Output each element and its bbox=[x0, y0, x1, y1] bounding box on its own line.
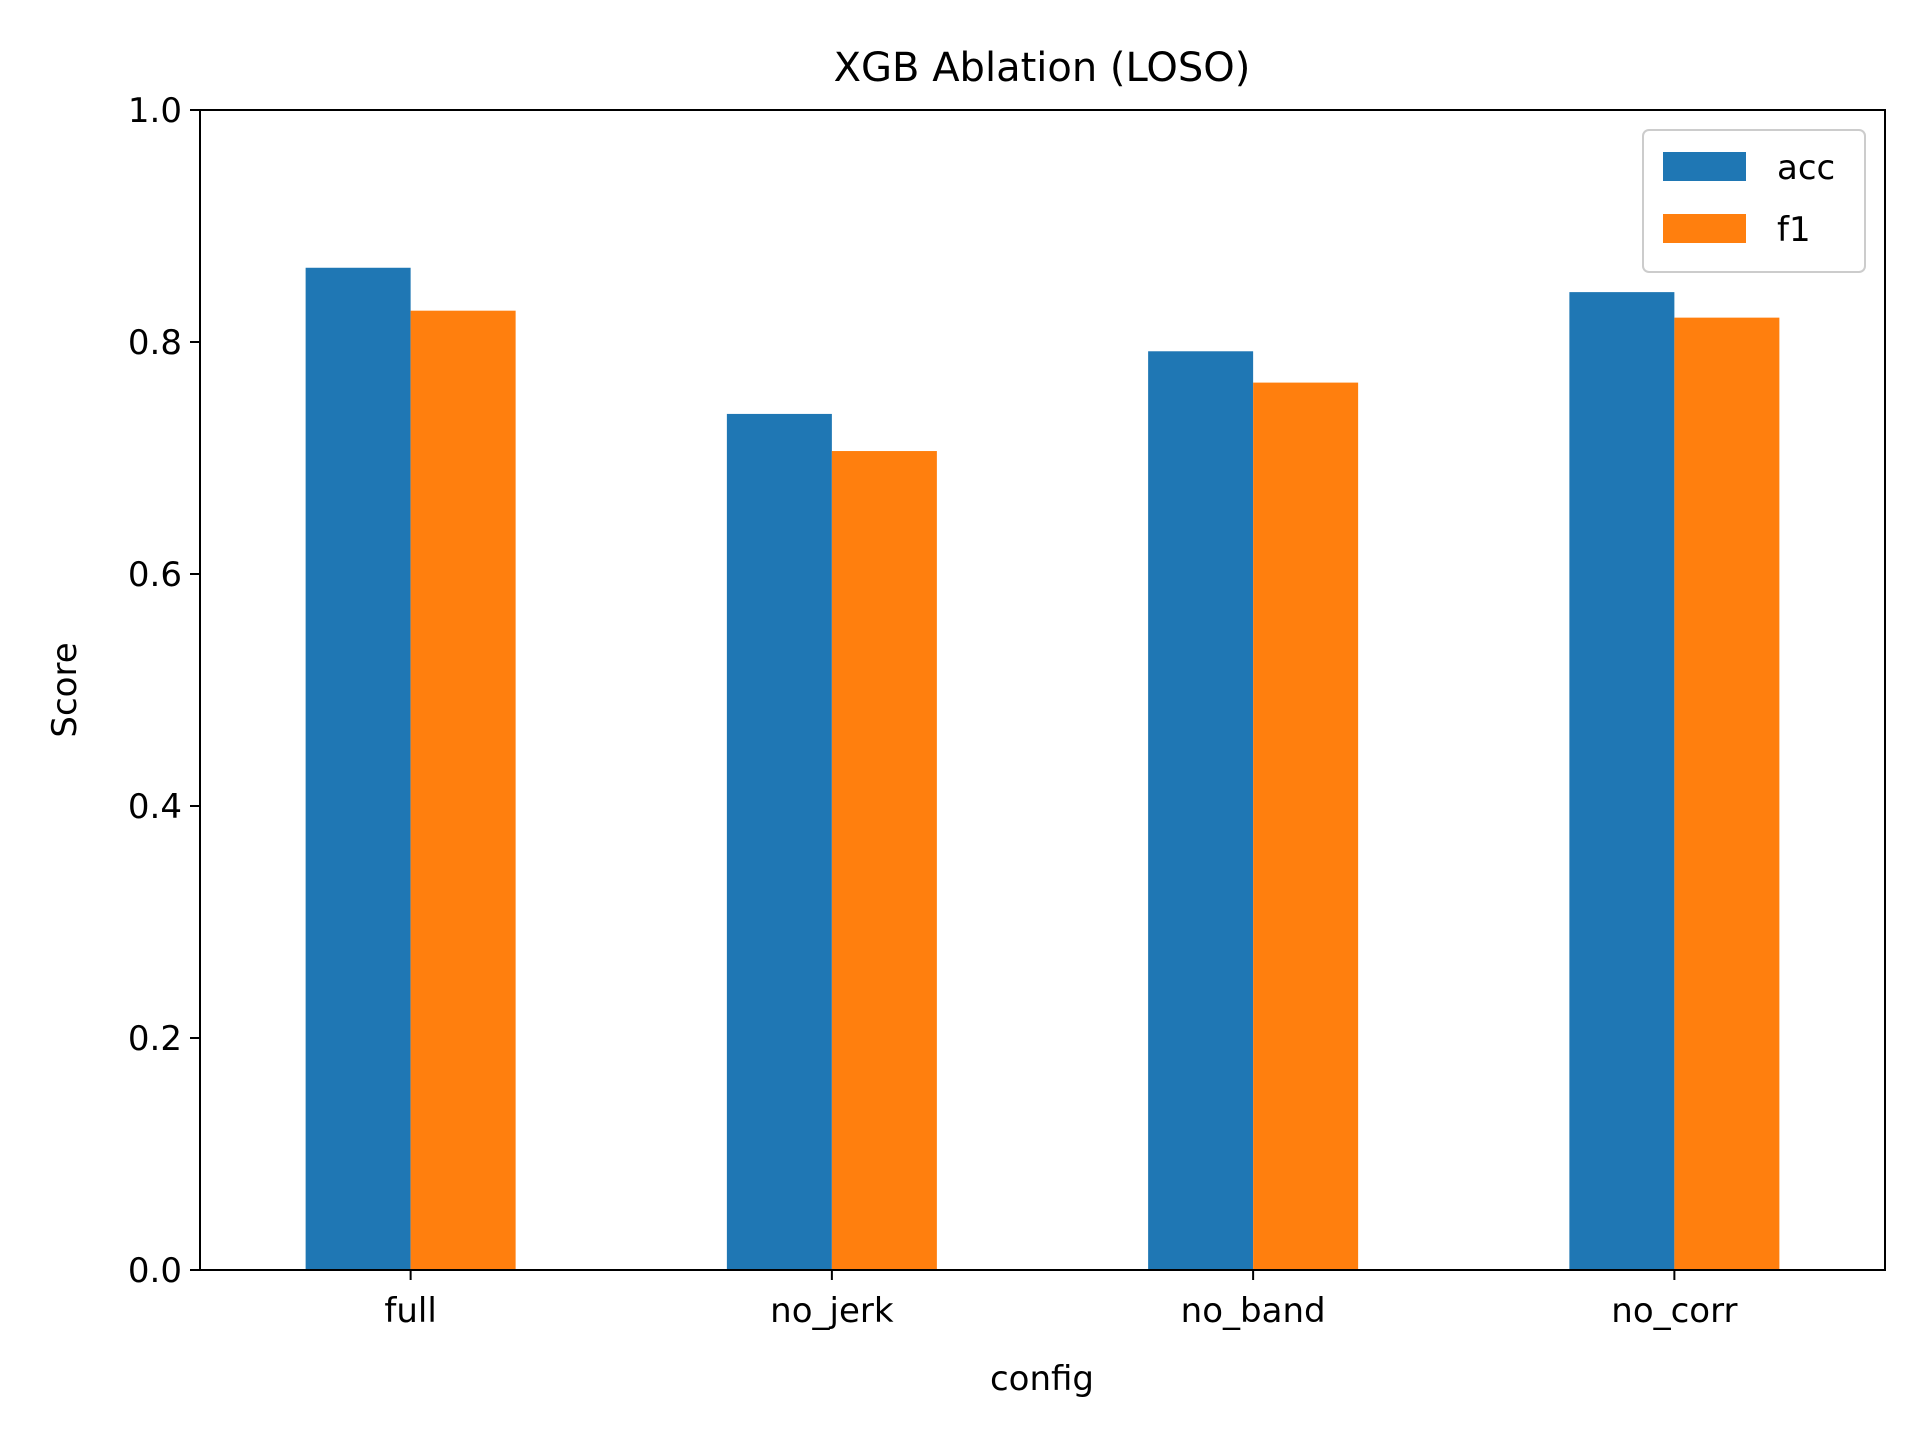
x-tick-label-no_jerk: no_jerk bbox=[770, 1291, 894, 1331]
bar-acc-full bbox=[305, 267, 411, 1270]
x-tick-label-full: full bbox=[384, 1291, 436, 1331]
bar-f1-no_corr bbox=[1674, 317, 1780, 1270]
bar-f1-no_band bbox=[1253, 382, 1359, 1271]
bar-f1-full bbox=[410, 310, 516, 1270]
x-tick-label-no_corr: no_corr bbox=[1611, 1291, 1737, 1331]
bar-acc-no_jerk bbox=[726, 413, 832, 1270]
y-tick-label-0.6: 0.6 bbox=[128, 555, 182, 595]
bar-acc-no_band bbox=[1148, 351, 1254, 1270]
legend-swatch-f1 bbox=[1663, 214, 1746, 243]
x-axis: full no_jerk no_band no_corr bbox=[384, 1270, 1737, 1331]
bars-group bbox=[305, 267, 1780, 1271]
y-tick-label-0.0: 0.0 bbox=[128, 1251, 182, 1291]
x-axis-label: config bbox=[990, 1359, 1094, 1399]
chart-title: XGB Ablation (LOSO) bbox=[834, 45, 1251, 91]
bar-acc-no_corr bbox=[1569, 292, 1675, 1270]
legend-label-acc: acc bbox=[1777, 148, 1835, 188]
y-axis: 0.0 0.2 0.4 0.6 0.8 1.0 bbox=[128, 91, 200, 1291]
x-tick-label-no_band: no_band bbox=[1181, 1291, 1326, 1331]
y-axis-label: Score bbox=[45, 642, 85, 737]
y-tick-label-0.2: 0.2 bbox=[128, 1019, 182, 1059]
bar-f1-no_jerk bbox=[831, 451, 937, 1270]
legend-label-f1: f1 bbox=[1777, 210, 1811, 250]
y-tick-label-0.8: 0.8 bbox=[128, 323, 182, 363]
y-tick-label-0.4: 0.4 bbox=[128, 787, 182, 827]
plot-frame bbox=[199, 109, 1886, 1271]
y-tick-label-1.0: 1.0 bbox=[128, 91, 182, 131]
legend: acc f1 bbox=[1642, 129, 1866, 273]
legend-swatch-acc bbox=[1663, 152, 1746, 181]
